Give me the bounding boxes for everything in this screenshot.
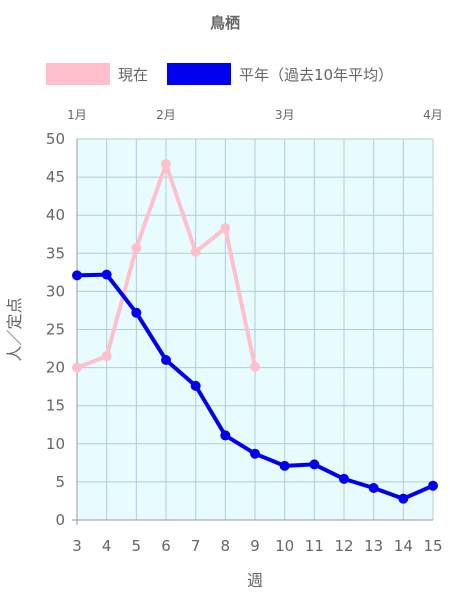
month-label: 1月 (67, 108, 87, 122)
legend: 現在 平年（過去10年平均） (46, 63, 393, 85)
data-point (190, 380, 201, 391)
data-point (72, 362, 82, 373)
x-tick-label: 5 (132, 537, 142, 555)
data-point (131, 242, 142, 253)
data-point (339, 473, 349, 484)
data-point (428, 480, 438, 491)
x-tick-label: 4 (102, 537, 112, 555)
x-tick-label: 9 (250, 537, 260, 555)
y-tick-label: 25 (46, 321, 65, 339)
month-axis: 1月 2月 3月 4月 (67, 108, 443, 122)
data-point (279, 460, 290, 471)
x-tick-label: 15 (423, 537, 442, 555)
data-point (131, 307, 142, 318)
data-point (309, 459, 320, 470)
x-tick-label: 11 (305, 537, 324, 555)
data-point (250, 361, 260, 372)
y-tick-label: 30 (46, 282, 65, 300)
data-point (101, 269, 112, 280)
data-point (161, 354, 171, 365)
x-tick-label: 7 (191, 537, 201, 555)
x-tick-label: 3 (72, 537, 82, 555)
y-tick-label: 5 (55, 473, 65, 491)
x-tick-label: 13 (364, 537, 383, 555)
data-point (190, 246, 201, 257)
data-point (220, 430, 231, 441)
series-1 (72, 159, 260, 373)
x-tick-label: 10 (275, 537, 294, 555)
y-tick-label: 35 (46, 244, 65, 262)
data-point (220, 223, 231, 234)
y-axis-ticks: 0 5 10 15 20 25 30 35 40 45 50 (46, 130, 65, 529)
y-tick-label: 50 (46, 130, 65, 148)
data-point (368, 482, 379, 493)
data-point (250, 448, 260, 459)
y-tick-label: 40 (46, 206, 65, 224)
y-axis-label: 人／定点 (5, 297, 24, 361)
data-point (72, 270, 82, 281)
series-layer (72, 159, 438, 504)
x-axis-ticks: 3 4 5 6 7 8 9 10 11 12 13 14 15 (72, 537, 442, 555)
x-tick-label: 12 (334, 537, 353, 555)
legend-label: 平年（過去10年平均） (239, 66, 393, 84)
legend-label: 現在 (118, 66, 148, 84)
month-label: 3月 (275, 108, 295, 122)
month-label: 4月 (423, 108, 443, 122)
data-point (161, 159, 171, 170)
legend-swatch (167, 63, 231, 85)
chart-title: 鳥栖 (210, 14, 240, 32)
y-tick-label: 10 (46, 435, 65, 453)
y-tick-label: 45 (46, 168, 65, 186)
series-2 (72, 269, 438, 504)
y-tick-label: 20 (46, 359, 65, 377)
x-tick-label: 8 (221, 537, 231, 555)
data-point (398, 493, 409, 504)
legend-swatch (46, 63, 110, 85)
x-axis-label: 週 (247, 571, 263, 590)
y-tick-label: 15 (46, 397, 65, 415)
month-label: 2月 (156, 108, 176, 122)
grid-lines (72, 138, 434, 525)
y-tick-label: 0 (55, 511, 65, 529)
data-point (101, 351, 112, 362)
x-tick-label: 14 (394, 537, 413, 555)
x-tick-label: 6 (161, 537, 171, 555)
